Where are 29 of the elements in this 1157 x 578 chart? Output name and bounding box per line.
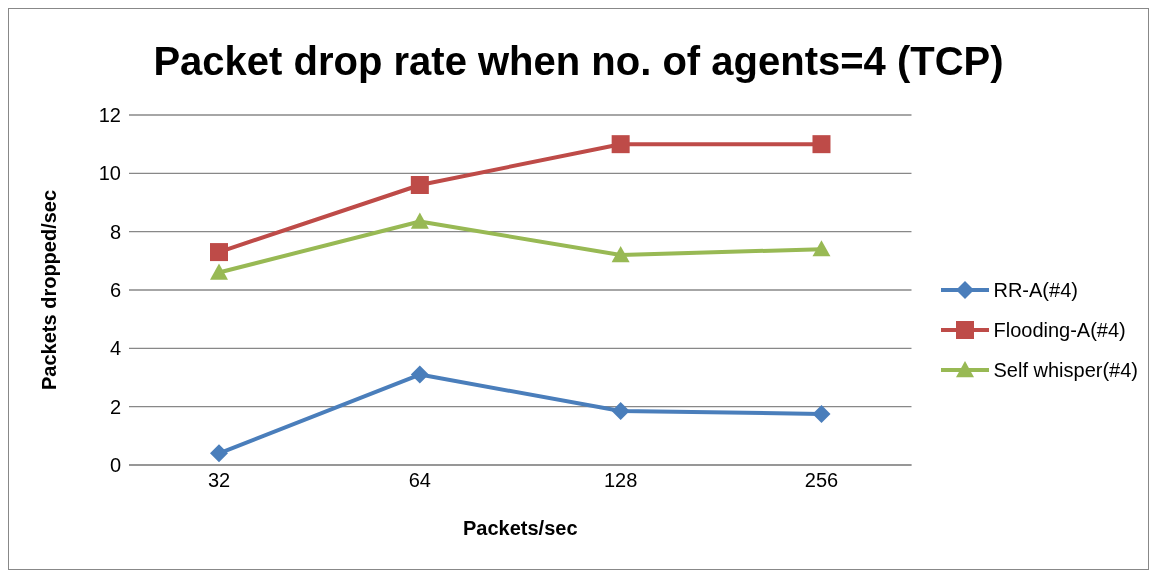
y-axis-title: Packets dropped/sec [38, 189, 61, 390]
legend-label: Flooding-A(#4) [993, 318, 1126, 342]
x-tick-label: 128 [603, 469, 638, 492]
y-tick-label: 2 [109, 395, 121, 418]
legend-label: Self whisper(#4) [993, 358, 1138, 382]
point [812, 240, 831, 257]
point [210, 263, 228, 280]
x-tick-label: 32 [207, 469, 231, 492]
point [611, 402, 630, 421]
point [210, 444, 228, 463]
point [410, 365, 429, 384]
point [410, 212, 429, 229]
point [812, 135, 831, 154]
point [611, 135, 630, 154]
chart-title: Packet drop rate when no. of agents=4 (TCP) [152, 39, 1005, 85]
x-tick-label: 256 [804, 469, 839, 492]
legend-label: RR-A(#4) [993, 278, 1078, 302]
y-tick-label: 6 [109, 279, 121, 302]
point [210, 243, 228, 262]
point [812, 404, 831, 423]
point [611, 246, 630, 263]
x-axis-title: Packets/sec [462, 517, 578, 539]
point [410, 176, 429, 194]
y-tick-label: 12 [98, 104, 121, 127]
x-tick-label: 64 [408, 469, 431, 492]
y-tick-label: 8 [109, 220, 121, 243]
y-tick-label: 10 [98, 162, 121, 185]
y-tick-label: 0 [109, 454, 121, 477]
y-tick-label: 4 [109, 337, 121, 360]
